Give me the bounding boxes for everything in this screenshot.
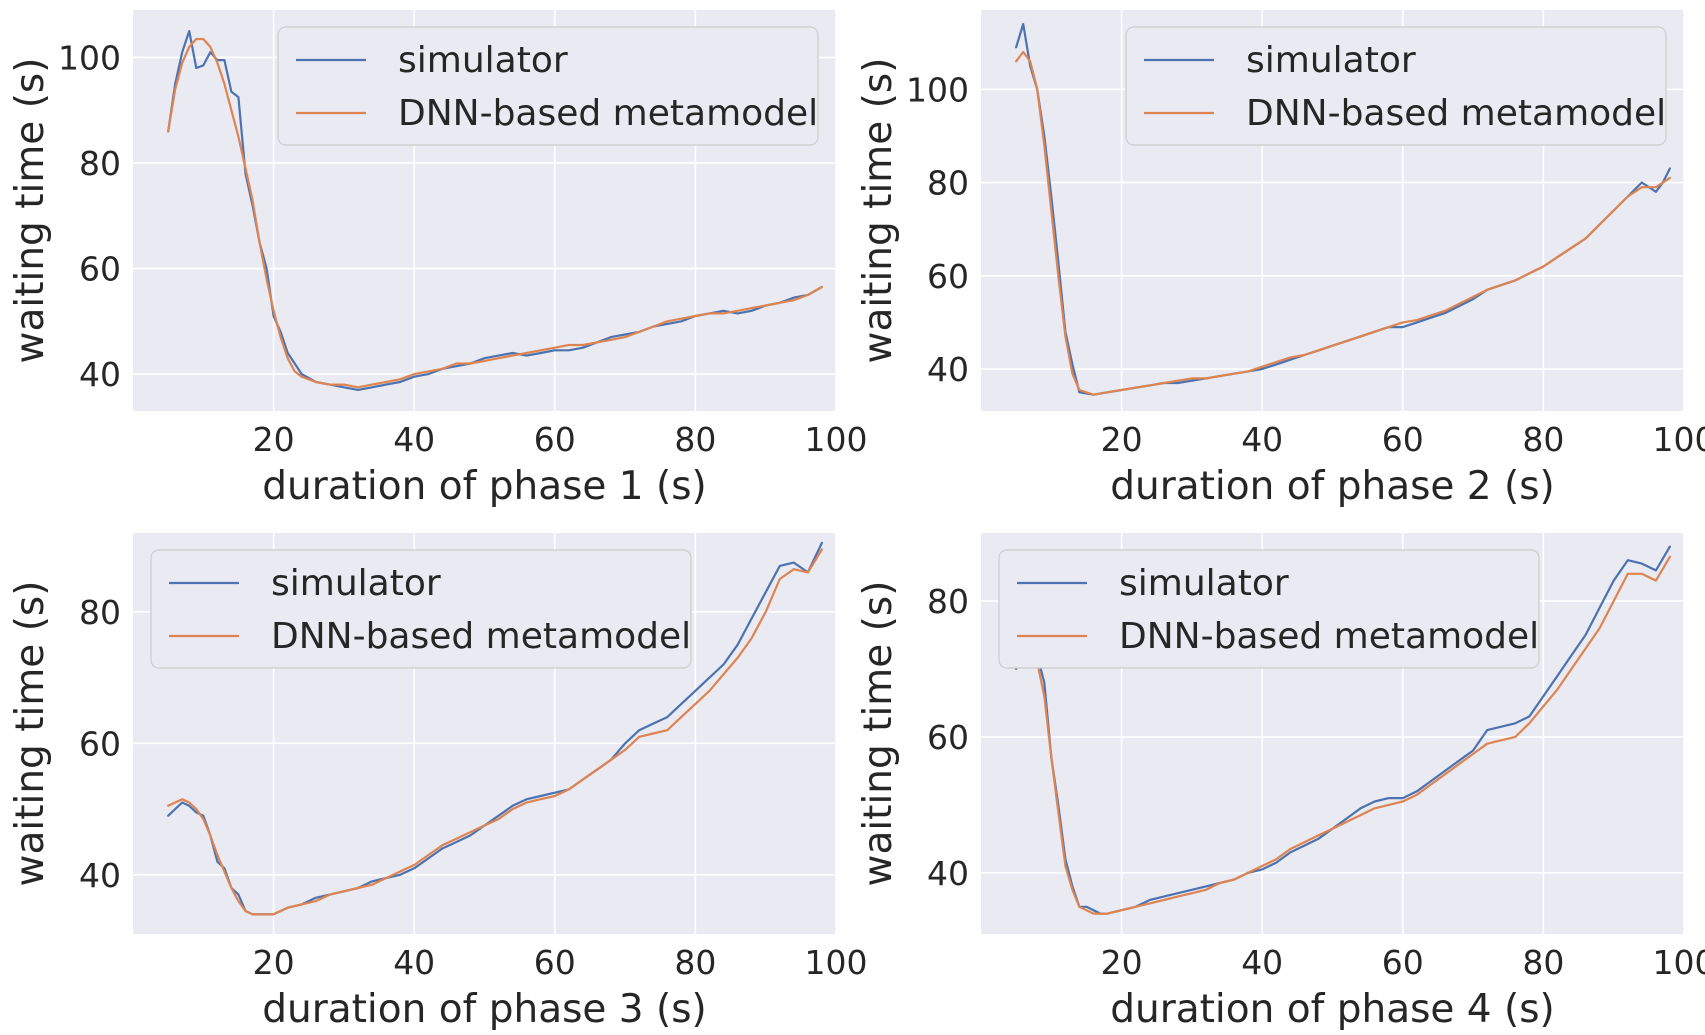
x-tick-label: 20 (1101, 943, 1143, 982)
series-line-metamodel (1014, 50, 1672, 396)
y-tick-label: 60 (79, 250, 121, 289)
y-tick-label: 100 (906, 70, 969, 109)
chart-panel-3: 20 40 60 80 100 40 60 80 duration of phase 3 (s)… (8, 533, 868, 1032)
x-tick-label: 60 (1382, 420, 1424, 459)
y-tick-label: 40 (79, 355, 121, 394)
y-tick-label: 100 (58, 38, 121, 77)
y-tick-label: 80 (79, 144, 121, 183)
x-tick-label: 100 (1653, 420, 1705, 459)
y-tick-label: 80 (79, 593, 121, 632)
series-line-metamodel (1014, 555, 1672, 915)
y-tick-label: 80 (927, 164, 969, 203)
legend-label: DNN-based metamodel (1119, 616, 1539, 657)
x-tick-label: 100 (805, 420, 868, 459)
legend-label: DNN-based metamodel (1246, 93, 1666, 134)
x-tick-label: 40 (393, 943, 435, 982)
x-tick-label: 80 (674, 420, 716, 459)
x-tick-label: 80 (1522, 420, 1564, 459)
x-tick-label: 20 (253, 420, 295, 459)
x-axis-label: duration of phase 2 (s) (1110, 464, 1555, 509)
series-line-metamodel (167, 548, 824, 916)
legend-label: DNN-based metamodel (271, 616, 691, 657)
x-tick-label: 60 (534, 943, 576, 982)
x-tick-label: 40 (1241, 943, 1283, 982)
y-axis-label: waiting time (s) (856, 58, 901, 364)
legend: simulator DNN-based metamodel (150, 549, 692, 669)
y-tick-label: 40 (927, 350, 969, 389)
y-tick-label: 60 (927, 718, 969, 757)
x-axis-label: duration of phase 3 (s) (262, 987, 707, 1032)
chart-panel-1: 20 40 60 80 100 40 60 80 100 duration of phase 1 … (8, 10, 868, 509)
x-tick-label: 60 (1382, 943, 1424, 982)
y-tick-label: 60 (927, 257, 969, 296)
y-axis-label: waiting time (s) (856, 581, 901, 887)
chart-panel-2: 20 40 60 80 100 40 60 80 100 duration of phase 2 … (856, 10, 1705, 509)
x-tick-label: 20 (1101, 420, 1143, 459)
y-tick-label: 60 (79, 724, 121, 763)
x-axis-label: duration of phase 4 (s) (1110, 987, 1555, 1032)
y-tick-label: 40 (79, 856, 121, 895)
legend: simulator DNN-based metamodel (277, 26, 819, 146)
x-tick-label: 80 (1522, 943, 1564, 982)
legend-label: DNN-based metamodel (398, 93, 818, 134)
x-axis-label: duration of phase 1 (s) (262, 464, 707, 509)
x-tick-label: 40 (1241, 420, 1283, 459)
y-axis-label: waiting time (s) (8, 58, 53, 364)
legend-label: simulator (1246, 40, 1416, 81)
legend-label: simulator (1119, 563, 1289, 604)
y-tick-label: 40 (927, 854, 969, 893)
legend-box (150, 549, 692, 669)
x-tick-label: 20 (253, 943, 295, 982)
legend: simulator DNN-based metamodel (998, 549, 1540, 669)
legend-label: simulator (398, 40, 568, 81)
legend: simulator DNN-based metamodel (1125, 26, 1667, 146)
x-tick-label: 100 (805, 943, 868, 982)
x-tick-label: 80 (674, 943, 716, 982)
legend-box (998, 549, 1540, 669)
x-tick-label: 100 (1653, 943, 1705, 982)
y-axis-label: waiting time (s) (8, 581, 53, 887)
legend-box (277, 26, 819, 146)
series-line-metamodel (167, 37, 824, 389)
legend-label: simulator (271, 563, 441, 604)
chart-panel-4: 20 40 60 80 100 40 60 80 duration of phase 4 (s)… (856, 533, 1705, 1032)
y-tick-label: 80 (927, 582, 969, 621)
x-tick-label: 40 (393, 420, 435, 459)
legend-box (1125, 26, 1667, 146)
x-tick-label: 60 (534, 420, 576, 459)
